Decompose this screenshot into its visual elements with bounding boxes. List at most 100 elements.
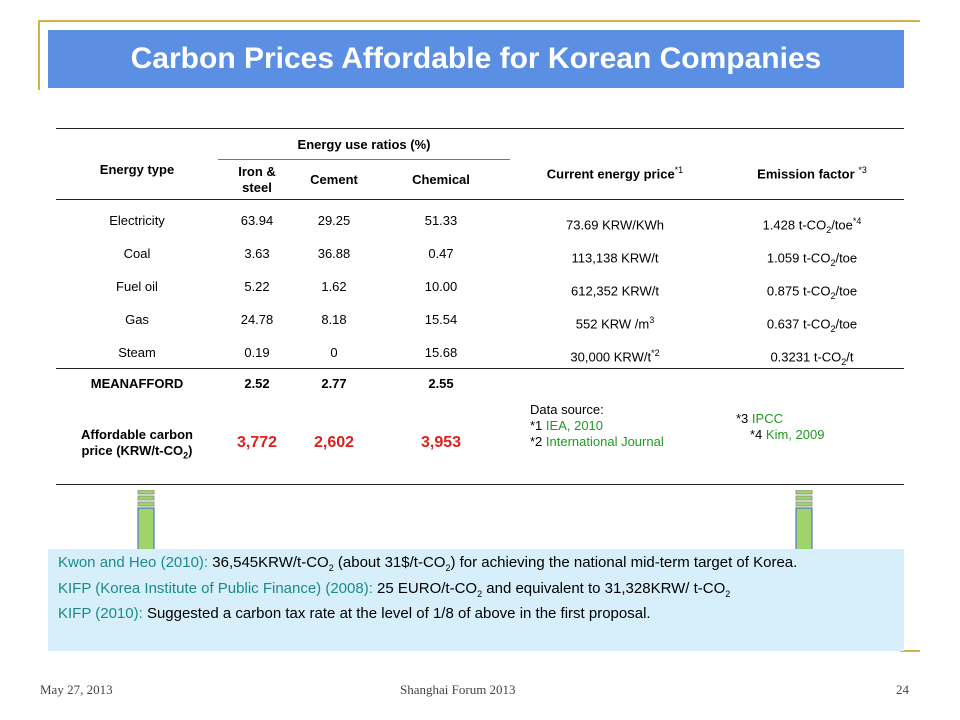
data-source-block-2: *3 IPCC *4 Kim, 2009 [736,411,906,443]
emission-ef-tail: /toe [835,283,858,299]
affordable-price-iron: 3,772 [236,434,278,451]
table-cell-price: 30,000 KRW/t*2 [510,345,720,365]
header-price-sup: *1 [674,165,684,175]
emission-ef: 0.875 t-CO [766,283,831,299]
price-text: 73.69 KRW/KWh [565,217,665,233]
header-emission-sup: *3 [858,165,867,175]
affordable-price-cement: 2,602 [313,434,355,451]
price-sup: 3 [649,315,655,325]
emission-ef-sub: 2 [830,257,836,268]
source-2-value: International Journal [545,434,664,449]
table-cell-price: 552 KRW /m3 [510,312,720,332]
frame-line-top [40,20,920,22]
header-cement: Cement [310,172,358,187]
table-cell-cement: 8.18 [321,312,347,327]
source-4-value: Kim, 2009 [765,427,825,442]
body-bottom-rule [56,368,904,369]
affordable-price-label: Affordable carbon price (KRW/t-CO2) [56,427,218,464]
frame-line-bottom [900,650,920,652]
note-line-3: KIFP (2010): Suggested a carbon tax rate… [58,604,894,624]
affordable-label-tail: ) [188,443,193,458]
meanafford-iron: 2.52 [244,376,270,391]
note-1-source: Kwon and Heo (2010): [58,554,213,571]
table-cell-type: Fuel oil [116,279,158,294]
header-current-energy-price: Current energy price*1 [510,162,720,182]
source-1-value: IEA, 2010 [545,418,604,433]
note-line-2: KIFP (Korea Institute of Public Finance)… [58,579,894,605]
emission-ef-sub: 2 [826,224,832,235]
table-cell-type: Steam [118,345,156,360]
price-text: 612,352 KRW/t [571,283,659,299]
emission-ef-sub: 2 [841,356,847,367]
table-cell-chemical: 51.33 [424,213,458,228]
table-cell-emission-factor: 0.637 t-CO2/toe [720,312,904,337]
data-source-1: *1 IEA, 2010 [530,418,720,434]
emission-ef: 0.3231 t-CO [770,349,842,365]
table-cell-chemical: 15.68 [424,345,458,360]
slide-title: Carbon Prices Affordable for Korean Comp… [48,30,904,88]
subheader-rule [218,159,510,160]
header-emission-factor: Emission factor *3 [720,162,904,182]
emission-ef-tail: /toe [831,217,853,233]
source-4-key: *4 [750,427,766,442]
table-cell-emission-factor: 1.428 t-CO2/toe*4 [720,213,904,238]
emission-ef-tail: /toe [835,316,858,332]
header-price-label: Current energy price [546,166,675,182]
table-cell-emission-factor: 1.059 t-CO2/toe [720,246,904,271]
note-1-text-a: 36,545KRW/t-CO [212,554,329,571]
footer-event: Shanghai Forum 2013 [400,682,516,697]
table-cell-chemical: 10.00 [424,279,458,294]
header-bottom-rule [56,199,904,200]
header-iron-line2: steel [242,180,272,195]
table-cell-emission-factor: 0.3231 t-CO2/t [720,345,904,370]
data-source-block: Data source: *1 IEA, 2010 *2 Internation… [530,402,720,450]
footer-page-number: 24 [896,682,909,697]
table-cell-type: Coal [123,246,151,261]
source-2-key: *2 [530,434,546,449]
price-sup: *2 [651,348,660,358]
emission-ef: 1.059 t-CO [766,250,831,266]
affordable-label-text: price (KRW/t-CO [81,443,184,458]
table-cell-emission-factor: 0.875 t-CO2/toe [720,279,904,304]
emission-ef-sub: 2 [830,290,836,301]
affordable-label-line2: price (KRW/t-CO2) [56,443,218,464]
table-cell-cement: 0 [330,345,338,360]
emission-ef-tail: /t [846,349,854,365]
note-1-text-b: (about 31$/t-CO [333,554,446,571]
note-2-sub-a: 2 [477,588,483,599]
note-1-sub-b: 2 [445,563,451,573]
meanafford-label: MEANAFFORD [90,376,184,391]
table-cell-cement: 36.88 [317,246,351,261]
source-1-key: *1 [530,418,546,433]
note-line-1: Kwon and Heo (2010): 36,545KRW/t-CO 2 (ab… [58,553,894,579]
table-cell-cement: 1.62 [321,279,347,294]
header-iron-line1: Iron & [238,164,276,179]
affordable-label-sub: 2 [183,450,189,461]
data-source-2: *2 International Journal [530,434,720,450]
meanafford-cement: 2.77 [321,376,347,391]
price-text: 113,138 KRW/t [571,250,659,266]
header-emission-label: Emission factor [757,166,855,182]
note-2-text-a: 25 EURO/t-CO [377,579,478,597]
price-text: 30,000 KRW/t [570,349,652,365]
affordable-label-line1: Affordable carbon [81,427,193,442]
emission-ef-sup: *4 [852,216,862,226]
source-3-value: IPCC [751,411,783,426]
emission-ef: 1.428 t-CO [762,217,827,233]
source-3-key: *3 [736,411,752,426]
frame-line-left [38,20,40,90]
note-1-text-c: ) for achieving the national mid-term ta… [450,554,798,571]
table-bottom-rule [56,484,904,485]
notes-box: Kwon and Heo (2010): 36,545KRW/t-CO 2 (ab… [48,549,904,651]
table-cell-type: Electricity [109,213,165,228]
note-3-text: Suggested a carbon tax rate at the level… [146,605,651,622]
emission-ef: 0.637 t-CO [766,316,831,332]
table-cell-iron: 5.22 [244,279,270,294]
note-2-source: KIFP (Korea Institute of Public Finance)… [58,579,378,597]
header-iron-steel: Iron & steel [218,164,296,196]
header-chemical: Chemical [412,172,470,187]
table-cell-cement: 29.25 [317,213,351,228]
table-top-rule [56,128,904,129]
header-energy-type: Energy type [99,162,175,177]
data-source-3: *3 IPCC [736,411,906,427]
